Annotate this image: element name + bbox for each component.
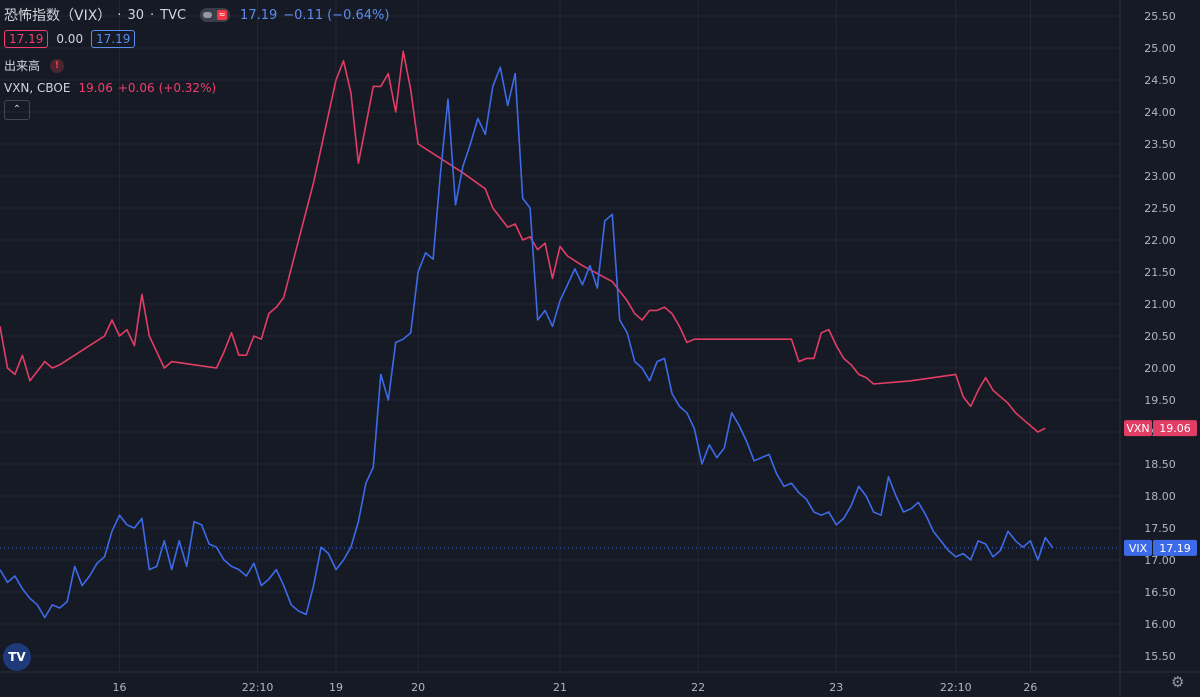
symbol-title[interactable]: 恐怖指数（VIX） xyxy=(4,8,112,24)
ask-box[interactable]: 17.19 xyxy=(91,30,136,48)
warning-icon[interactable]: ! xyxy=(50,58,65,73)
y-tick-label: 16.00 xyxy=(1144,618,1176,631)
compare-row: VXN, CBOE 19.06 +0.06 (+0.32%) xyxy=(4,81,216,95)
x-tick-label: 23 xyxy=(829,681,843,694)
compare-change: +0.06 xyxy=(117,81,155,95)
volume-label[interactable]: 出来高 xyxy=(4,59,41,73)
y-tick-label: 19.50 xyxy=(1144,394,1176,407)
vix-value-bg xyxy=(1153,539,1197,556)
last-price: 17.19 xyxy=(240,7,278,23)
x-tick-label: 22:10 xyxy=(940,681,972,694)
y-tick-label: 17.00 xyxy=(1144,554,1176,567)
y-tick-label: 25.00 xyxy=(1144,42,1176,55)
y-tick-label: 24.50 xyxy=(1144,74,1176,87)
vix-value-label: 17.19 xyxy=(1159,542,1191,555)
y-tick-label: 17.50 xyxy=(1144,522,1176,535)
y-tick-label: 23.00 xyxy=(1144,170,1176,183)
x-tick-label: 16 xyxy=(112,681,126,694)
separator-dot: · xyxy=(117,7,122,23)
legend-main-row: 恐怖指数（VIX） · 30 · TVC ≈ 17.19 −0.11 (−0.6… xyxy=(4,5,389,25)
y-tick-label: 24.00 xyxy=(1144,106,1176,119)
y-tick-label: 21.00 xyxy=(1144,298,1176,311)
y-tick-label: 18.00 xyxy=(1144,490,1176,503)
compare-symbol[interactable]: VXN, CBOE xyxy=(4,81,71,95)
vxn-tag-bg xyxy=(1124,420,1152,437)
y-tick-label: 20.50 xyxy=(1144,330,1176,343)
collapse-chevron-icon[interactable]: ⌃ xyxy=(4,100,30,120)
y-tick-label: 23.50 xyxy=(1144,138,1176,151)
toggle-pill-icon[interactable]: ≈ xyxy=(200,8,231,22)
source-label: TVC xyxy=(160,7,187,23)
series-line-vxn xyxy=(0,50,1046,433)
y-tick-label: 25.50 xyxy=(1144,10,1176,23)
separator-dot: · xyxy=(149,7,155,23)
vxn-tag: VXN xyxy=(1126,422,1149,435)
series-line-vix xyxy=(0,66,1054,619)
compare-last: 19.06 xyxy=(78,81,113,95)
x-tick-label: 22:10 xyxy=(242,681,274,694)
price-change: −0.11 xyxy=(283,7,324,23)
ohlc-row: 17.19 0.00 17.19 xyxy=(4,30,143,48)
price-change-pct: (−0.64%) xyxy=(327,7,390,23)
y-tick-label: 21.50 xyxy=(1144,266,1176,279)
spread-value: 0.00 xyxy=(56,32,84,46)
tradingview-logo-icon[interactable]: TV xyxy=(3,643,31,671)
x-tick-label: 22 xyxy=(691,681,705,694)
compare-change-pct: (+0.32%) xyxy=(158,81,217,95)
y-tick-label: 22.00 xyxy=(1144,234,1176,247)
y-tick-label: 22.50 xyxy=(1144,202,1176,215)
vix-tag: VIX xyxy=(1129,542,1148,555)
y-tick-label: 18.50 xyxy=(1144,458,1176,471)
vxn-value-label: 19.06 xyxy=(1159,422,1191,435)
y-tick-label: 15.50 xyxy=(1144,650,1176,663)
vxn-value-bg xyxy=(1153,420,1197,437)
vix-tag-bg xyxy=(1124,539,1152,556)
settings-gear-icon[interactable]: ⚙ xyxy=(1171,673,1185,691)
y-tick-label: 20.00 xyxy=(1144,362,1176,375)
x-tick-label: 26 xyxy=(1023,681,1037,694)
y-tick-label: 16.50 xyxy=(1144,586,1176,599)
volume-row: 出来高 ! xyxy=(4,57,65,74)
x-tick-label: 20 xyxy=(411,681,425,694)
x-tick-label: 19 xyxy=(329,681,343,694)
x-tick-label: 21 xyxy=(553,681,567,694)
interval-label[interactable]: 30 xyxy=(127,7,144,23)
bid-box[interactable]: 17.19 xyxy=(4,30,49,48)
